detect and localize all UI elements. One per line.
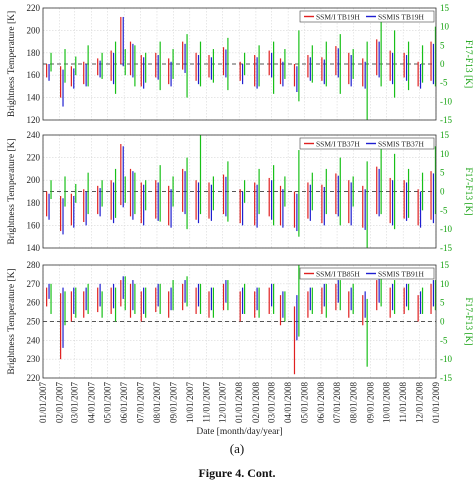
y-tick-label: 220 <box>27 153 41 163</box>
x-tick-label: 08/01/2007 <box>152 382 162 424</box>
y-tick-label: 140 <box>27 243 41 253</box>
y-tick-label: 120 <box>27 115 41 125</box>
y-tick-label: 260 <box>27 298 41 308</box>
y2-tick-label: 10 <box>440 279 450 289</box>
y-tick-label: 230 <box>27 354 41 364</box>
y-tick-label: 220 <box>27 373 41 383</box>
y-tick-label: 180 <box>27 198 41 208</box>
y2-tick-label: 5 <box>440 298 445 308</box>
legend-entry: SSMIS TB91H <box>378 270 425 279</box>
x-tick-label: 09/01/2007 <box>169 382 179 424</box>
x-tick-label: 12/01/2008 <box>414 382 424 424</box>
y2-tick-label: 5 <box>440 40 445 50</box>
y-tick-label: 180 <box>27 48 41 58</box>
y2-axis-label: F17-F13 [K] <box>463 297 473 345</box>
figure: 120 140 160 180 200 220 -15 -10 -5 0 5 10 15 Brightne… <box>7 3 473 437</box>
x-tick-label: 03/01/2008 <box>266 382 276 424</box>
plot-frame <box>42 7 437 121</box>
x-tick-label: 05/01/2008 <box>299 382 309 424</box>
y-tick-label: 280 <box>27 260 41 270</box>
y2-axis-label: F17-F13 [K] <box>463 167 473 215</box>
y-tick-label: 140 <box>27 93 41 103</box>
y-axis-label: Brightness Temperature [K] <box>7 11 17 117</box>
y-tick-label: 200 <box>27 25 41 35</box>
y2-tick-label: 10 <box>440 149 450 159</box>
y-tick-label: 250 <box>27 317 41 327</box>
y-tick-label: 160 <box>27 70 41 80</box>
chart-panel-top: 120 140 160 180 200 220 -15 -10 -5 0 5 10 15 Brightne… <box>7 3 473 125</box>
y2-tick-label: -10 <box>440 224 452 234</box>
y2-tick-label: 0 <box>440 317 445 327</box>
y2-tick-label: -10 <box>440 96 452 106</box>
x-tick-label: 04/01/2008 <box>283 382 293 424</box>
x-tick-label: 06/01/2007 <box>119 382 129 424</box>
chart-panel-middle: 140 160 180 200 220 240 -15 -10 -5 0 5 10 15 Brightne… <box>7 130 473 253</box>
y2-tick-label: -5 <box>440 78 448 88</box>
y2-tick-label: 15 <box>440 260 450 270</box>
chart-panel-bottom: 220 230 240 250 260 270 280 -15 -10 -5 0 5 10 15 Brigh… <box>7 260 473 437</box>
y2-tick-label: 0 <box>440 59 445 69</box>
x-tick-label: 12/01/2007 <box>218 382 228 424</box>
legend-entry: SSM/I TB19H <box>316 13 360 22</box>
legend-entry: SSM/I TB85H <box>316 270 360 279</box>
x-axis-label: Date [month/day/year] <box>196 427 282 437</box>
x-tick-label: 11/01/2008 <box>398 382 408 423</box>
y2-tick-label: -10 <box>440 354 452 364</box>
y-tick-label: 240 <box>27 130 41 140</box>
figure-caption: Figure 4. Cont. <box>198 466 276 480</box>
x-tick-label: 02/01/2007 <box>55 382 65 424</box>
x-tick-label: 05/01/2007 <box>103 382 113 424</box>
x-tick-label: 09/01/2008 <box>365 382 375 424</box>
x-tick-label: 01/01/2008 <box>234 382 244 424</box>
y2-tick-label: -15 <box>440 373 452 383</box>
y2-tick-label: -5 <box>440 205 448 215</box>
x-tick-label: 03/01/2007 <box>70 382 80 424</box>
x-tick-label: 06/01/2008 <box>316 382 326 424</box>
x-tick-label: 02/01/2008 <box>251 382 261 424</box>
y-tick-label: 200 <box>27 175 41 185</box>
x-tick-label: 07/01/2008 <box>332 382 342 424</box>
y-tick-label: 240 <box>27 335 41 345</box>
y2-tick-label: 0 <box>440 187 445 197</box>
x-tick-label: 04/01/2007 <box>86 382 96 424</box>
y2-tick-label: -15 <box>440 115 452 125</box>
x-tick-label: 10/01/2007 <box>185 382 195 424</box>
y2-tick-label: 10 <box>440 22 450 32</box>
x-tick-label: 01/01/2007 <box>38 382 48 424</box>
y2-tick-label: -5 <box>440 335 448 345</box>
y-axis-label: Brightness Temperature [K] <box>7 268 17 374</box>
x-tick-label: 11/01/2007 <box>201 382 211 423</box>
y2-tick-label: 15 <box>440 130 450 140</box>
y2-tick-label: 5 <box>440 168 445 178</box>
y2-axis-label: F17-F13 [K] <box>463 40 473 88</box>
legend-entry: SSMIS TB19H <box>378 13 425 22</box>
legend-entry: SSM/I TB37H <box>316 140 360 149</box>
y-axis-label: Brightness Temperature [K] <box>7 138 17 244</box>
y2-tick-label: 15 <box>440 3 450 13</box>
subfigure-label: (a) <box>229 441 245 456</box>
x-tick-label: 07/01/2007 <box>135 382 145 424</box>
x-tick-label: 10/01/2008 <box>382 382 392 424</box>
y2-tick-label: -15 <box>440 243 452 253</box>
y-tick-label: 220 <box>27 3 41 13</box>
legend-entry: SSMIS TB37H <box>378 140 425 149</box>
y-tick-label: 160 <box>27 220 41 230</box>
y-tick-label: 270 <box>27 279 41 289</box>
x-tick-label: 01/01/2009 <box>431 382 441 424</box>
plot-frame <box>42 134 437 249</box>
x-tick-label: 08/01/2008 <box>349 382 359 424</box>
plot-frame <box>42 264 437 379</box>
